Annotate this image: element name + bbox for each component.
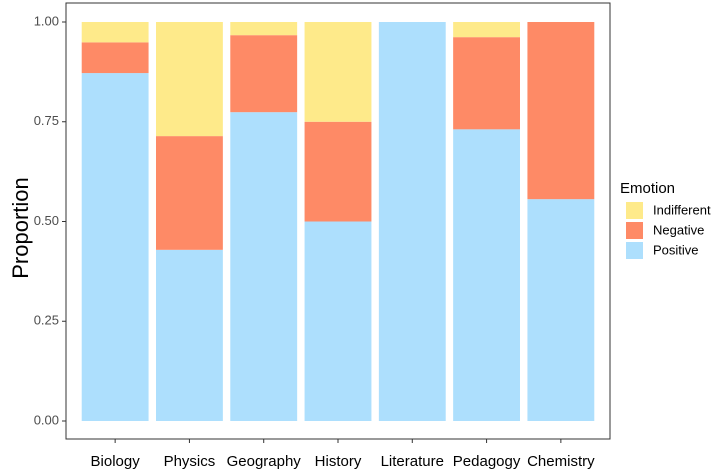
bar-segment-indifferent-physics [156, 22, 223, 137]
bar-segment-indifferent-biology [81, 22, 149, 43]
bar-segment-indifferent-history [304, 22, 372, 122]
y-tick-label: 0.25 [34, 313, 59, 328]
y-axis: 0.00 0.25 0.50 0.75 1.00 [34, 13, 66, 427]
bar-segment-negative-history [304, 121, 372, 222]
bar-segment-negative-pedagogy [453, 37, 520, 130]
legend-label-negative: Negative [653, 222, 704, 237]
bar-segment-positive-physics [156, 249, 223, 421]
y-tick-label: 0.00 [34, 412, 59, 427]
bar-segment-indifferent-geography [230, 22, 298, 36]
x-tick-label-pedagogy: Pedagogy [453, 453, 521, 470]
x-tick-label-geography: Geography [227, 453, 302, 470]
x-tick-label-biology: Biology [91, 453, 141, 470]
bar-segment-positive-literature [378, 22, 446, 421]
y-axis-label: Proportion [8, 177, 33, 279]
legend-title: Emotion [620, 180, 675, 197]
bar-segment-positive-geography [230, 112, 298, 422]
bar-segment-positive-chemistry [527, 199, 595, 421]
x-tick-label-physics: Physics [164, 453, 216, 470]
bar-segment-positive-history [304, 221, 372, 421]
legend-label-positive: Positive [653, 242, 699, 257]
bar-segment-negative-geography [230, 35, 298, 113]
legend-key-indifferent [626, 202, 643, 219]
y-tick-label: 0.50 [34, 213, 59, 228]
bars-layer [81, 22, 595, 422]
y-tick-label: 0.75 [34, 113, 59, 128]
legend-label-indifferent: Indifferent [653, 202, 711, 217]
bar-segment-indifferent-pedagogy [453, 22, 520, 38]
bar-segment-positive-biology [81, 73, 149, 421]
x-tick-label-chemistry: Chemistry [527, 453, 595, 470]
x-tick-label-history: History [315, 453, 362, 470]
legend-key-positive [626, 242, 643, 259]
bar-segment-negative-physics [156, 136, 223, 250]
legend-key-negative [626, 222, 643, 239]
x-tick-label-literature: Literature [381, 453, 444, 470]
x-axis: Biology Physics Geography History Literature… [91, 439, 595, 470]
bar-segment-positive-pedagogy [453, 129, 520, 421]
y-tick-label: 1.00 [34, 13, 59, 28]
bar-segment-negative-chemistry [527, 22, 595, 200]
legend: Emotion Indifferent Negative Positive [620, 180, 711, 259]
bar-segment-negative-biology [81, 42, 149, 74]
